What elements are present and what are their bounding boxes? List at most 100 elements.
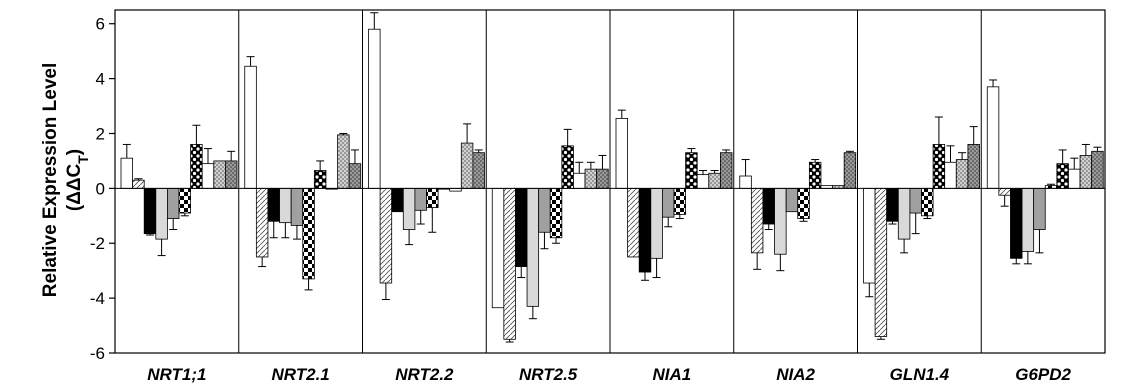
y-axis-label-line2: (ΔΔCT) <box>64 149 91 211</box>
bar <box>584 168 598 189</box>
bar <box>348 163 362 189</box>
bar <box>720 152 733 189</box>
bar <box>460 142 474 189</box>
bar <box>178 187 192 214</box>
bar <box>955 159 969 189</box>
bar <box>472 152 485 189</box>
bar <box>267 187 280 222</box>
bar <box>426 187 439 208</box>
bars-layer <box>120 12 1104 343</box>
x-axis: NRT1;1 NRT2.1 NRT2.2 NRT2.5 NIA1 NIA2 GLN1.4 G6… <box>147 365 1071 384</box>
bar <box>708 172 721 189</box>
bar <box>561 145 574 189</box>
bar <box>244 65 257 189</box>
bar <box>797 187 810 219</box>
bar <box>402 187 416 230</box>
bar <box>213 160 226 189</box>
y-axis: -6 -4 -2 0 2 4 6 <box>90 15 115 363</box>
bar <box>785 187 799 213</box>
bar <box>491 187 505 309</box>
x-category-label: NIA1 <box>653 365 692 384</box>
bar <box>549 187 563 239</box>
bar <box>1021 187 1035 252</box>
x-category-label: G6PD2 <box>1015 365 1071 384</box>
bar <box>638 187 652 273</box>
bar <box>909 187 922 214</box>
bar <box>526 187 540 307</box>
bar <box>774 187 787 255</box>
bar <box>391 187 404 213</box>
bar <box>696 174 710 189</box>
bar <box>379 187 393 284</box>
bar <box>143 187 157 235</box>
y-tick-label: 6 <box>96 15 105 34</box>
x-category-label: NRT1;1 <box>147 365 206 384</box>
bar <box>596 168 609 189</box>
bar <box>662 187 675 218</box>
bar <box>368 28 381 189</box>
bar <box>503 187 516 340</box>
bar <box>874 187 888 337</box>
bar <box>224 160 238 189</box>
bar <box>739 175 752 189</box>
y-tick-label: -6 <box>90 344 105 363</box>
y-tick-label: 4 <box>96 70 105 89</box>
bar <box>414 187 427 211</box>
x-category-label: GLN1.4 <box>890 365 950 384</box>
bar <box>290 187 304 226</box>
y-axis-label-subscript: T <box>75 155 91 164</box>
x-category-label: NIA2 <box>776 365 815 384</box>
y-axis-label-close: ) <box>64 149 85 155</box>
bar <box>201 163 215 189</box>
bar <box>967 144 980 189</box>
y-axis-label: Relative Expression Level (ΔΔCT) <box>40 63 91 297</box>
bar <box>1056 163 1069 189</box>
x-category-label: NRT2.1 <box>271 365 329 384</box>
bar <box>921 187 934 217</box>
bar <box>337 134 350 189</box>
bar <box>627 187 640 258</box>
bar <box>944 161 957 189</box>
bar <box>302 187 315 280</box>
bar <box>1079 155 1093 189</box>
bar <box>998 187 1011 196</box>
y-axis-label-line1: Relative Expression Level <box>40 63 61 297</box>
bar <box>808 161 822 189</box>
y-tick-label: -4 <box>90 289 105 308</box>
bar <box>986 86 1000 189</box>
bar <box>255 187 269 258</box>
bar <box>897 187 911 240</box>
bar <box>886 187 899 222</box>
bar <box>155 187 168 240</box>
bar <box>650 187 663 259</box>
bar <box>685 152 698 189</box>
bar <box>1033 187 1046 230</box>
y-tick-label: -2 <box>90 234 105 253</box>
plot-frame <box>114 9 1106 354</box>
x-category-label: NRT2.5 <box>519 365 578 384</box>
bar <box>863 187 876 284</box>
bar <box>843 152 857 189</box>
bar <box>750 187 764 254</box>
x-category-label: NRT2.2 <box>395 365 454 384</box>
bar <box>190 144 203 189</box>
bar <box>1068 168 1081 189</box>
y-axis-label-main: (ΔΔC <box>64 163 85 211</box>
bar <box>313 170 327 189</box>
bar <box>120 157 134 189</box>
bar <box>1010 187 1023 259</box>
bar <box>132 179 145 189</box>
bar <box>573 172 586 189</box>
bar <box>279 187 292 224</box>
y-tick-label: 0 <box>96 179 105 198</box>
bar <box>515 187 528 267</box>
bar <box>615 117 629 189</box>
y-tick-label: 2 <box>96 124 105 143</box>
bar <box>762 187 775 225</box>
bar <box>166 187 180 219</box>
bar <box>1091 150 1104 189</box>
bar <box>673 187 687 215</box>
bar <box>932 144 946 189</box>
bar <box>538 187 551 233</box>
